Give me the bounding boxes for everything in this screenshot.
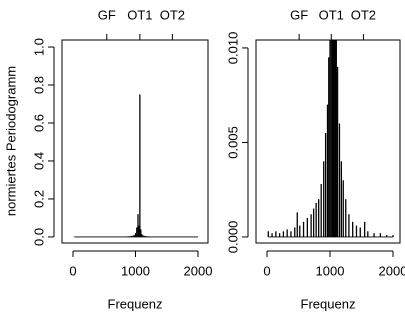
y-tick-label: 0.0 xyxy=(31,228,46,246)
y-tick-label: 1.0 xyxy=(31,38,46,56)
x-tick-label: 2000 xyxy=(184,263,213,278)
top-tick-label: OT1 xyxy=(127,7,152,22)
y-tick-label: 0.000 xyxy=(225,221,240,254)
top-tick-label: OT1 xyxy=(319,7,344,22)
plot-area xyxy=(73,94,199,238)
y-tick-label: 0.010 xyxy=(225,32,240,65)
x-tick-label: 0 xyxy=(69,263,76,278)
top-tick-label: OT2 xyxy=(351,7,376,22)
x-tick-label: 1000 xyxy=(121,263,150,278)
x-tick-label: 2000 xyxy=(379,263,405,278)
y-axis-label: normiertes Periodogramm xyxy=(3,66,18,216)
top-tick-label: GF xyxy=(98,7,116,22)
x-axis-label: Frequenz xyxy=(108,296,163,311)
x-axis-label: Frequenz xyxy=(301,296,356,311)
plot-box xyxy=(61,39,209,244)
y-tick-label: 0.005 xyxy=(225,126,240,159)
y-tick-label: 0.8 xyxy=(31,76,46,94)
plot-area xyxy=(267,40,394,238)
y-tick-label: 0.4 xyxy=(31,152,46,170)
top-tick-label: GF xyxy=(290,7,308,22)
x-tick-label: 1000 xyxy=(316,263,345,278)
x-tick-label: 0 xyxy=(263,263,270,278)
y-tick-label: 0.6 xyxy=(31,114,46,132)
top-tick-label: OT2 xyxy=(160,7,185,22)
y-tick-label: 0.2 xyxy=(31,190,46,208)
